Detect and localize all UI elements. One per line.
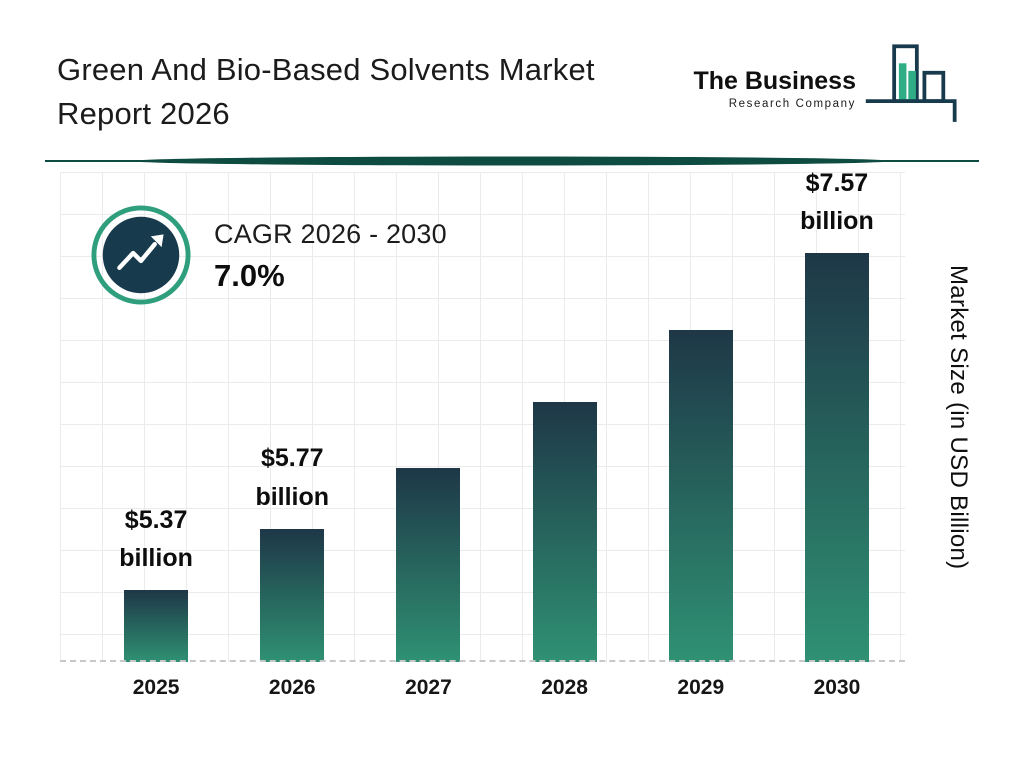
x-axis-label-2025: 2025 xyxy=(132,676,180,699)
bar-column-2026: $5.77 billion xyxy=(224,172,360,662)
cagr-text: CAGR 2026 - 2030 7.0% xyxy=(214,217,447,294)
x-axis-labels: 2025 2026 2027 2028 2029 2030 xyxy=(88,676,905,700)
bar-value-label-2026: $5.77 billion xyxy=(255,439,329,517)
bar-column-2029 xyxy=(633,172,769,662)
cagr-label: CAGR 2026 - 2030 xyxy=(214,218,447,249)
bar-2030 xyxy=(804,253,869,662)
page-title-line2: Report 2026 xyxy=(57,96,230,132)
company-logo: The Business Research Company xyxy=(693,40,966,132)
bar-chart-logo-icon xyxy=(865,44,957,122)
trend-up-arrow-icon xyxy=(91,205,191,305)
bar-2025 xyxy=(124,590,189,662)
cagr-badge: CAGR 2026 - 2030 7.0% xyxy=(90,204,447,306)
x-axis-label-2030: 2030 xyxy=(813,676,861,699)
bar-2026 xyxy=(260,528,325,662)
page-title: Green And Bio-Based Solvents Market Repo… xyxy=(57,48,595,136)
bar-value-label-2030: $7.57 billion xyxy=(800,164,874,242)
bar-column-2030: $7.57 billion xyxy=(769,169,905,662)
bar-column-2027 xyxy=(360,172,496,662)
x-axis-label-2026: 2026 xyxy=(268,676,316,699)
cagr-value: 7.0% xyxy=(214,257,285,293)
bar-value-amount: $7.57 xyxy=(805,168,869,197)
bar-value-unit: billion xyxy=(255,483,330,512)
bar-column-2025: $5.37 billion xyxy=(88,172,224,662)
bar-value-unit: billion xyxy=(119,544,193,573)
chart-region: $5.37 billion $5.77 billion $7.57 billion 202… xyxy=(0,168,1024,768)
x-axis-label-2028: 2028 xyxy=(541,676,588,699)
x-axis-label-2029: 2029 xyxy=(677,676,725,699)
x-axis-baseline xyxy=(60,660,905,662)
header: Green And Bio-Based Solvents Market Repo… xyxy=(0,0,1024,150)
company-subname: Research Company xyxy=(728,97,856,110)
bar-value-unit: billion xyxy=(800,207,874,236)
bar-value-label-2025: $5.37 billion xyxy=(119,501,193,579)
bar-2029 xyxy=(668,329,733,662)
company-name: The Business xyxy=(693,67,856,95)
bar-value-amount: $5.77 xyxy=(260,444,324,473)
bar-2027 xyxy=(396,467,461,662)
bars-row: $5.37 billion $5.77 billion $7.57 billion xyxy=(88,169,905,662)
header-divider xyxy=(45,156,979,166)
company-logo-text: The Business Research Company xyxy=(693,40,856,110)
y-axis-title: Market Size (in USD Billion) xyxy=(945,264,972,570)
x-axis-label-2027: 2027 xyxy=(405,676,452,699)
page-title-line1: Green And Bio-Based Solvents Market xyxy=(57,52,595,87)
bar-2028 xyxy=(532,401,597,662)
bar-value-amount: $5.37 xyxy=(124,505,188,534)
chart-gridlines xyxy=(60,172,905,662)
bar-column-2028 xyxy=(497,172,633,662)
